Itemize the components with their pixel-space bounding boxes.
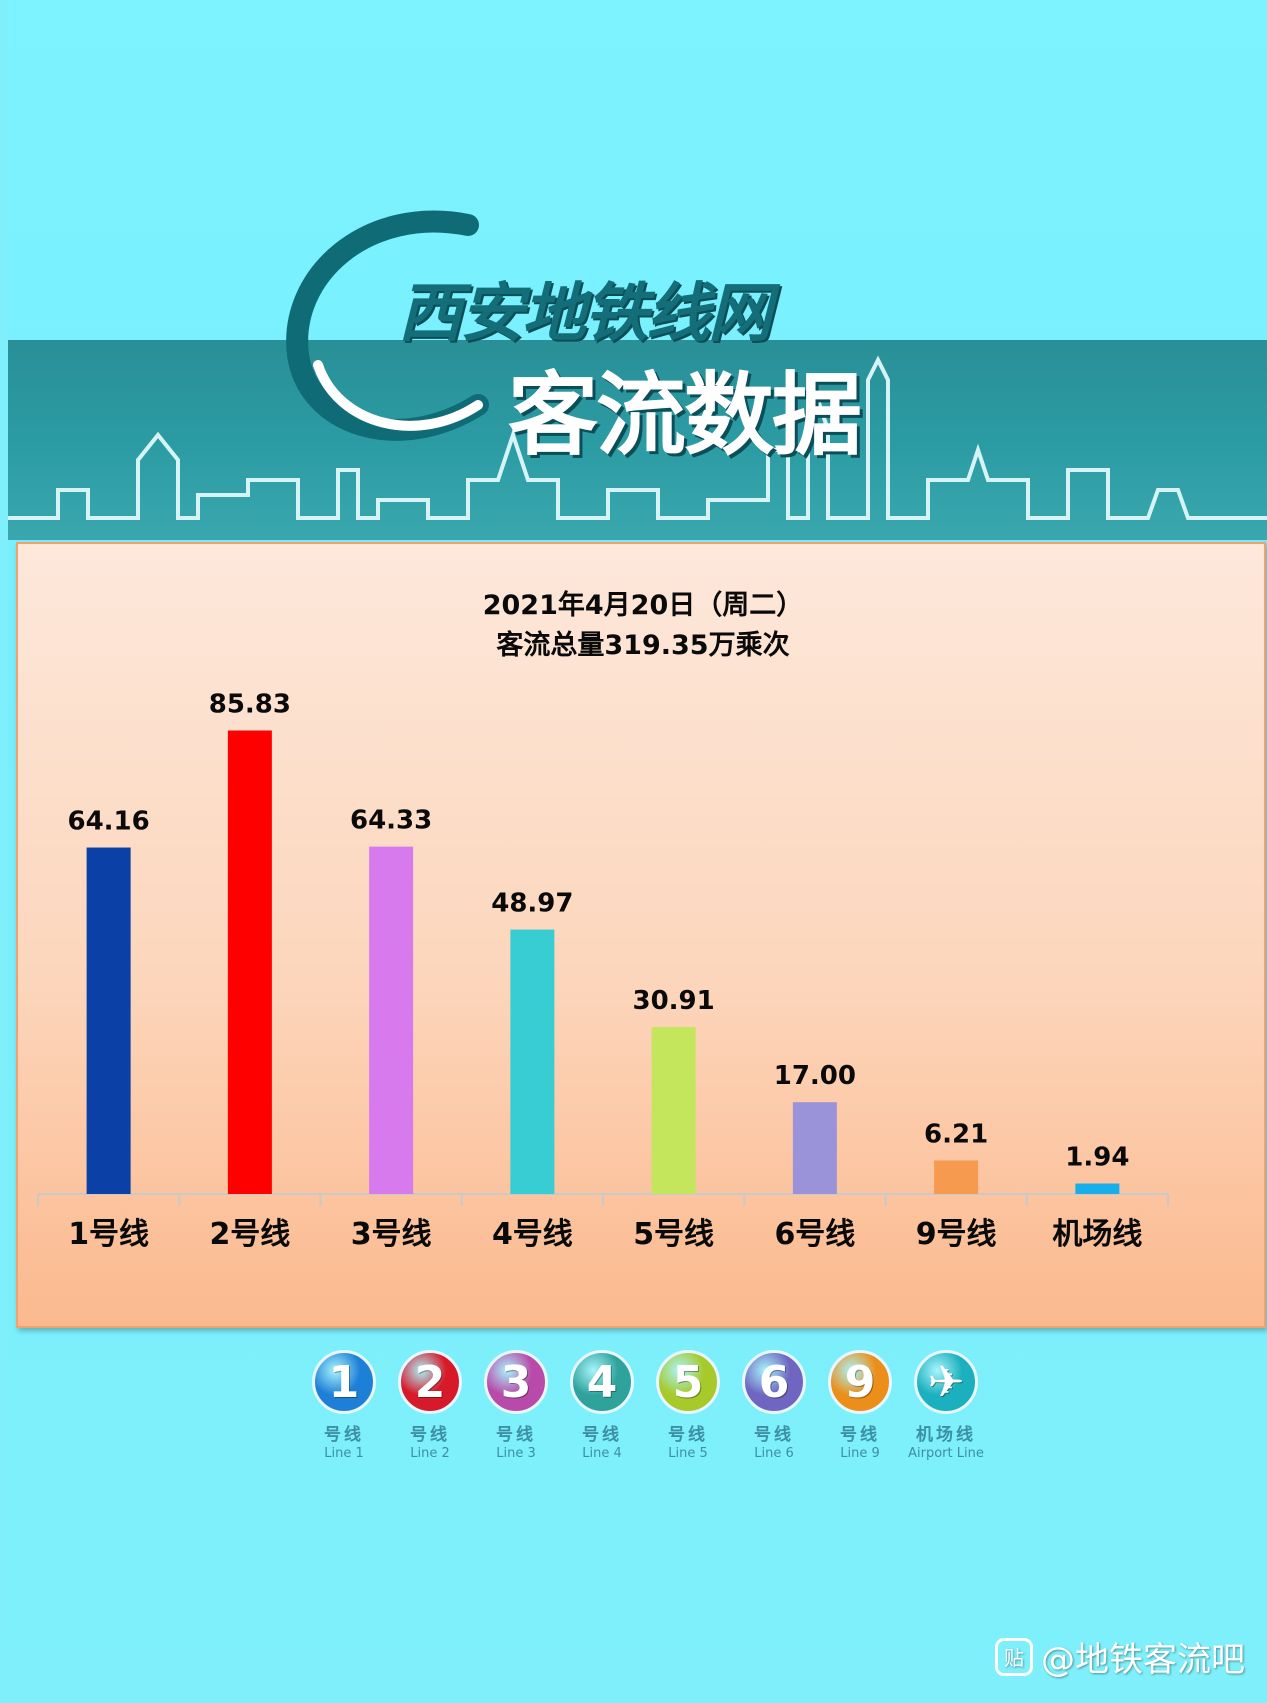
- bar-value-label: 85.83: [209, 690, 291, 720]
- category-label: 机场线: [1052, 1217, 1142, 1252]
- line-badge: ✈ 机场线 Airport Line: [906, 1350, 986, 1461]
- bar: [227, 730, 272, 1194]
- line-badge: 9 号线 Line 9: [820, 1350, 900, 1461]
- bar-value-label: 64.33: [350, 806, 432, 836]
- line-1-icon: 1: [312, 1350, 376, 1414]
- line-6-icon: 6: [742, 1350, 806, 1414]
- page: 西安地铁线网 客流数据 2021年4月20日（周二） 客流总量319.35万乘次…: [8, 0, 1267, 1703]
- bar-value-label: 64.16: [68, 807, 150, 837]
- line-badge: 4 号线 Line 4: [562, 1350, 642, 1461]
- line-badges: 1 号线 Line 1 2 号线 Line 2 3 号线 Line 3 4 号线 Line 4 5 号线 L…: [304, 1350, 984, 1470]
- line-badge-en: Line 9: [840, 1446, 880, 1461]
- line-badge-zh: 号线: [324, 1425, 364, 1445]
- header-title-main: 客流数据: [508, 363, 862, 468]
- category-label: 3号线: [351, 1217, 432, 1252]
- line-2-icon: 2: [398, 1350, 462, 1414]
- line-badge: 1 号线 Line 1: [304, 1350, 384, 1461]
- bar-value-label: 48.97: [491, 889, 573, 919]
- line-badge-zh: 机场线: [916, 1425, 976, 1445]
- watermark: 贴 @地铁客流吧: [995, 1632, 1245, 1681]
- bar: [651, 1027, 696, 1194]
- bar: [934, 1160, 979, 1194]
- category-label: 2号线: [209, 1217, 290, 1252]
- line-badge-zh: 号线: [496, 1425, 536, 1445]
- watermark-text: @地铁客流吧: [1041, 1640, 1245, 1680]
- line-badge: 2 号线 Line 2: [390, 1350, 470, 1461]
- line-badge-zh: 号线: [410, 1425, 450, 1445]
- category-label: 5号线: [633, 1217, 714, 1252]
- line-badge-zh: 号线: [582, 1425, 622, 1445]
- airplane-icon: ✈: [914, 1350, 978, 1414]
- bar: [1075, 1183, 1120, 1194]
- category-label: 9号线: [916, 1217, 997, 1252]
- line-badge-zh: 号线: [840, 1425, 880, 1445]
- bar: [792, 1102, 837, 1194]
- bar: [86, 847, 131, 1194]
- logo-swoosh-icon: [286, 210, 489, 441]
- line-badge-zh: 号线: [754, 1425, 794, 1445]
- line-5-icon: 5: [656, 1350, 720, 1414]
- bar-value-label: 1.94: [1065, 1143, 1129, 1173]
- line-badge-en: Line 5: [668, 1446, 708, 1461]
- line-badge-en: Line 6: [754, 1446, 794, 1461]
- line-badge-en: Line 2: [410, 1446, 450, 1461]
- bar: [369, 846, 414, 1194]
- bar-value-label: 17.00: [774, 1061, 856, 1091]
- line-badge-en: Line 3: [496, 1446, 536, 1461]
- chart-title: 2021年4月20日（周二）: [482, 590, 804, 621]
- line-9-icon: 9: [828, 1350, 892, 1414]
- line-4-icon: 4: [570, 1350, 634, 1414]
- line-badge-en: Line 1: [324, 1446, 364, 1461]
- bar-chart: 64.16 1号线 85.83 2号线 64.33 3号线 48.97 4号线 30.91 5号线…: [37, 690, 1169, 1252]
- category-label: 4号线: [492, 1217, 573, 1252]
- header-title-top: 西安地铁线网: [398, 277, 772, 351]
- chart-subtitle: 客流总量319.35万乘次: [496, 630, 790, 661]
- header-banner: [8, 340, 1267, 540]
- line-3-icon: 3: [484, 1350, 548, 1414]
- line-badge-en: Airport Line: [908, 1446, 984, 1461]
- bar-value-label: 6.21: [924, 1119, 988, 1149]
- bar-value-label: 30.91: [633, 986, 715, 1016]
- category-label: 6号线: [774, 1217, 855, 1252]
- line-badge: 5 号线 Line 5: [648, 1350, 728, 1461]
- line-badge-en: Line 4: [582, 1446, 622, 1461]
- chart-title-block: 2021年4月20日（周二） 客流总量319.35万乘次: [18, 586, 1267, 666]
- line-badge: 3 号线 Line 3: [476, 1350, 556, 1461]
- tieba-icon: 贴: [995, 1637, 1033, 1676]
- line-badge: 6 号线 Line 6: [734, 1350, 814, 1461]
- city-skyline-icon: [8, 355, 1267, 520]
- chart-panel: 2021年4月20日（周二） 客流总量319.35万乘次 64.16 1号线 85.…: [16, 542, 1266, 1328]
- category-label: 1号线: [68, 1217, 149, 1252]
- line-badge-zh: 号线: [668, 1425, 708, 1445]
- bar: [510, 929, 555, 1194]
